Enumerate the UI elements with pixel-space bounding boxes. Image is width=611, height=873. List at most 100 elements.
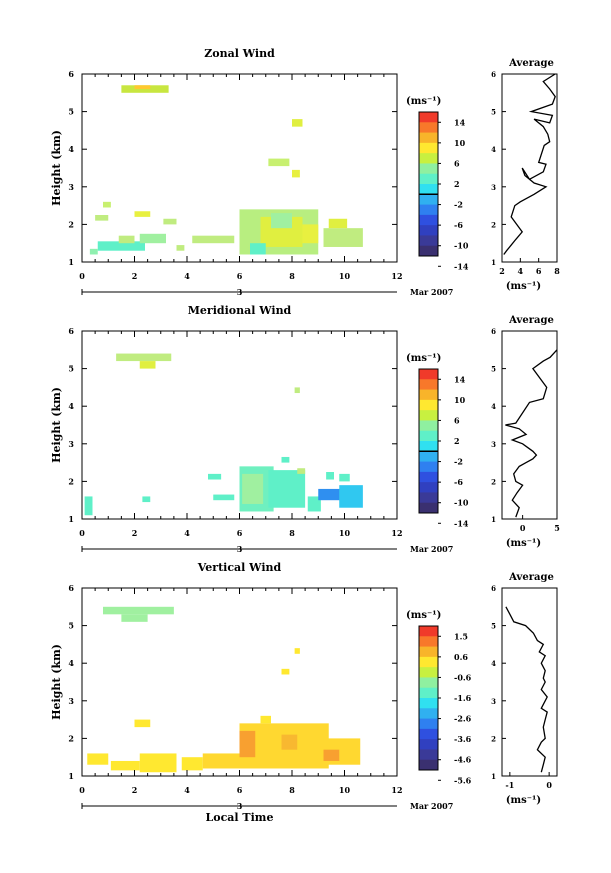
colorbar-segment [419, 749, 438, 761]
colorbar-tick-label: -4.6 [454, 755, 472, 765]
x-tick-label: 4 [184, 528, 190, 538]
data-cell [134, 85, 151, 90]
colorbar-segment [419, 184, 438, 195]
avg-y-tick-label: 3 [491, 697, 496, 706]
data-cell [110, 760, 140, 771]
data-cell [103, 606, 174, 615]
colorbar-segment [419, 482, 438, 493]
x-tick-label: 2 [132, 271, 138, 281]
average-frame [501, 587, 558, 777]
average-frame [501, 330, 558, 520]
colorbar-tick-label: -10 [454, 498, 469, 508]
colorbar-segment [419, 142, 438, 154]
date-label: Mar 2007 [410, 287, 453, 297]
x-tick-label: 10 [339, 528, 351, 538]
average-title: Average [508, 572, 554, 583]
x-tick-label: 12 [391, 528, 402, 538]
data-cell [323, 749, 340, 761]
colorbar-segment [419, 204, 438, 216]
colorbar-segment [419, 214, 438, 226]
y-tick-label: 6 [68, 583, 74, 593]
avg-y-tick-label: 6 [491, 70, 496, 79]
x-tick-label: 2 [132, 785, 138, 795]
x-tick-label: 10 [339, 271, 351, 281]
colorbar-tick-label: -14 [454, 261, 469, 271]
y-tick-label: 1 [68, 514, 74, 524]
colorbar-segment [419, 173, 438, 185]
colorbar-segment [419, 235, 438, 247]
x-tick-label: 6 [237, 785, 243, 795]
data-cell [292, 119, 303, 127]
date-label: Mar 2007 [410, 544, 453, 554]
y-axis-label: Height (km) [50, 644, 63, 720]
y-tick-label: 3 [68, 696, 74, 706]
colorbar-segment [419, 728, 438, 740]
colorbar-tick-label: 10 [454, 395, 466, 405]
avg-y-tick-label: 4 [491, 145, 496, 154]
data-cell [213, 494, 235, 501]
data-cell [139, 233, 166, 244]
x-tick-label: 10 [339, 785, 351, 795]
colorbar-tick-label: -6 [454, 220, 463, 230]
avg-y-tick-label: 3 [491, 440, 496, 449]
x-tick-label: 8 [289, 271, 295, 281]
data-cell [208, 473, 222, 480]
data-cell [163, 218, 177, 225]
avg-y-tick-label: 6 [491, 327, 496, 336]
y-tick-label: 6 [68, 69, 74, 79]
y-tick-label: 5 [68, 107, 74, 117]
colorbar-tick-label: -3.6 [454, 734, 472, 744]
data-cell [103, 201, 111, 208]
colorbar-unit: (ms⁻¹) [406, 610, 441, 621]
y-tick-label: 3 [68, 439, 74, 449]
data-cell [339, 485, 363, 508]
colorbar-segment [419, 225, 438, 236]
avg-x-tick-label: 6 [536, 266, 542, 276]
date-day-label: 3 [237, 801, 243, 811]
avg-x-tick-label: 2 [499, 266, 505, 276]
data-cell [281, 456, 290, 463]
data-cell [281, 668, 290, 675]
data-cell [268, 158, 290, 167]
colorbar-segment [419, 687, 438, 699]
colorbar-unit: (ms⁻¹) [406, 96, 441, 107]
colorbar-segment [419, 636, 438, 648]
data-cell [318, 488, 345, 501]
date-day-label: 3 [237, 544, 243, 554]
colorbar-segment [419, 626, 438, 637]
colorbar-tick-label: -14 [454, 518, 469, 528]
colorbar-segment [419, 132, 438, 144]
data-cell [281, 734, 298, 750]
x-tick-label: 12 [391, 271, 402, 281]
y-tick-label: 4 [68, 401, 74, 411]
data-cell [292, 169, 300, 178]
colorbar-tick-label: 6 [454, 158, 460, 168]
y-tick-label: 1 [68, 257, 74, 267]
avg-x-tick-label: -1 [505, 780, 514, 790]
panel-title: Vertical Wind [197, 561, 282, 574]
colorbar-segment [419, 698, 438, 709]
avg-y-tick-label: 3 [491, 183, 496, 192]
colorbar-segment [419, 502, 438, 514]
y-tick-label: 3 [68, 182, 74, 192]
avg-y-tick-label: 5 [491, 622, 496, 631]
x-tick-label: 8 [289, 528, 295, 538]
colorbar-segment [419, 399, 438, 411]
data-cell [134, 211, 151, 217]
date-day-label: 3 [237, 287, 243, 297]
colorbar-segment [419, 153, 438, 164]
data-cell [326, 472, 334, 480]
x-tick-label: 12 [391, 785, 402, 795]
colorbar-tick-label: -1.6 [454, 693, 472, 703]
data-cell [192, 235, 235, 244]
colorbar-segment [419, 667, 438, 678]
y-tick-label: 2 [68, 476, 74, 486]
data-cell [139, 361, 156, 369]
x-tick-label: 8 [289, 785, 295, 795]
avg-y-tick-label: 1 [491, 515, 496, 524]
colorbar-segment [419, 471, 438, 483]
x-tick-label: 0 [79, 785, 85, 795]
data-cell [89, 248, 98, 255]
